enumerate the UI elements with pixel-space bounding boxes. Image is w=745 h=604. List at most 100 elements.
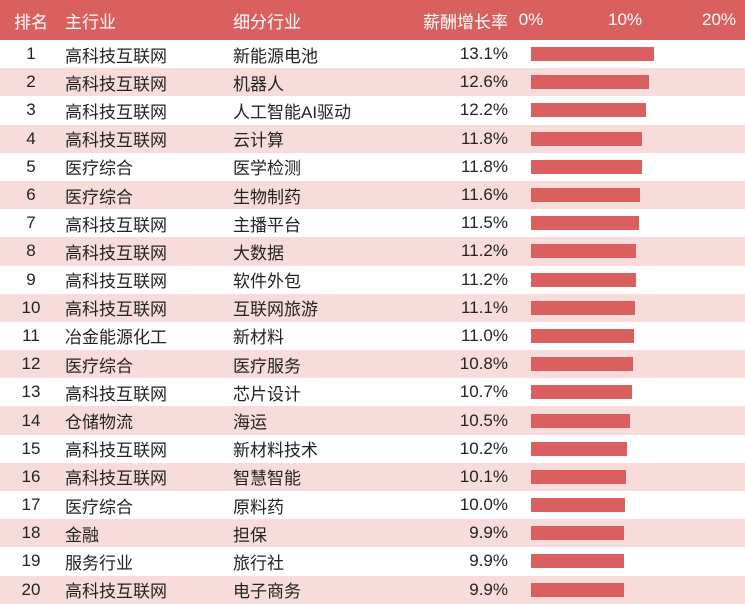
bar-track <box>531 413 745 428</box>
row-main-industry: 医疗综合 <box>65 497 133 517</box>
row-sub-industry: 机器人 <box>233 74 284 94</box>
bar-track <box>531 554 745 569</box>
bar-track <box>531 328 745 343</box>
row-chart-cell <box>508 294 745 322</box>
row-rank: 13 <box>21 382 41 402</box>
row-chart-cell <box>508 491 745 519</box>
row-rank: 11 <box>22 325 40 345</box>
header-growth-rate: 薪酬增长率 <box>423 12 508 32</box>
row-sub-industry: 原料药 <box>233 497 284 517</box>
growth-bar <box>531 357 633 372</box>
growth-bar <box>531 131 642 146</box>
table-row: 14 仓储物流 海运 10.5% <box>0 406 745 435</box>
row-main-industry: 高科技互联网 <box>65 74 167 94</box>
bar-track <box>531 103 745 118</box>
row-rank: 14 <box>21 410 41 430</box>
growth-bar <box>531 385 632 400</box>
table-header: 排名 主行业 细分行业 薪酬增长率 0% 10% 20% <box>0 0 745 40</box>
axis-tick-10: 10% <box>607 10 643 29</box>
row-main-industry: 医疗综合 <box>65 159 133 179</box>
row-growth-rate: 10.2% <box>459 438 508 458</box>
table-row: 2 高科技互联网 机器人 12.6% <box>0 68 745 97</box>
row-main-industry: 高科技互联网 <box>65 131 167 151</box>
growth-bar <box>531 188 641 203</box>
chart-axis: 0% 10% 20% <box>508 0 745 40</box>
row-chart-cell <box>508 40 745 68</box>
table-row: 4 高科技互联网 云计算 11.8% <box>0 124 745 153</box>
row-sub-industry: 智慧智能 <box>233 469 301 489</box>
row-main-industry: 高科技互联网 <box>65 46 167 66</box>
row-chart-cell <box>508 435 745 463</box>
table-row: 6 医疗综合 生物制药 11.6% <box>0 180 745 210</box>
row-chart-cell <box>508 125 745 153</box>
bar-track <box>531 526 745 541</box>
row-sub-industry: 生物制药 <box>233 187 301 207</box>
row-rank: 7 <box>26 213 36 233</box>
row-rank: 4 <box>26 128 36 148</box>
row-chart-cell <box>508 209 745 237</box>
bar-track <box>531 441 745 456</box>
row-growth-rate: 10.7% <box>459 382 508 402</box>
row-rank: 3 <box>26 100 36 120</box>
header-main-industry: 主行业 <box>65 12 116 32</box>
row-main-industry: 金融 <box>65 525 99 545</box>
row-rank: 2 <box>26 72 36 92</box>
table-row: 20 高科技互联网 电子商务 9.9% <box>0 575 745 604</box>
row-sub-industry: 人工智能AI驱动 <box>233 102 352 122</box>
table-row: 5 医疗综合 医学检测 11.8% <box>0 152 745 181</box>
row-growth-rate: 10.0% <box>459 495 508 515</box>
row-growth-rate: 12.6% <box>459 72 508 92</box>
row-main-industry: 高科技互联网 <box>65 215 167 235</box>
row-main-industry: 高科技互联网 <box>65 300 167 320</box>
row-growth-rate: 10.8% <box>459 354 508 374</box>
growth-bar <box>531 103 646 118</box>
row-growth-rate: 11.8% <box>461 128 508 148</box>
row-main-industry: 高科技互联网 <box>65 102 167 122</box>
bar-track <box>531 131 745 146</box>
row-main-industry: 服务行业 <box>65 553 133 573</box>
bar-track <box>531 159 745 174</box>
row-chart-cell <box>508 96 745 124</box>
row-rank: 5 <box>26 156 36 176</box>
row-main-industry: 高科技互联网 <box>65 243 167 263</box>
row-main-industry: 医疗综合 <box>65 356 133 376</box>
row-main-industry: 冶金能源化工 <box>65 328 167 348</box>
row-sub-industry: 云计算 <box>233 131 284 151</box>
row-growth-rate: 11.2% <box>461 269 508 289</box>
table-row: 7 高科技互联网 主播平台 11.5% <box>0 209 745 238</box>
bar-track <box>531 357 745 372</box>
row-growth-rate: 13.1% <box>459 44 508 64</box>
row-growth-rate: 9.9% <box>469 579 508 599</box>
row-growth-rate: 9.9% <box>469 523 508 543</box>
table-row: 11 冶金能源化工 新材料 11.0% <box>0 321 745 351</box>
growth-bar <box>531 469 626 484</box>
table-row: 9 高科技互联网 软件外包 11.2% <box>0 265 745 294</box>
row-chart-cell <box>508 153 745 181</box>
row-main-industry: 高科技互联网 <box>65 384 167 404</box>
axis-tick-20: 20% <box>701 10 737 29</box>
row-sub-industry: 大数据 <box>233 243 284 263</box>
row-growth-rate: 11.6% <box>461 185 508 205</box>
growth-bar <box>531 216 640 231</box>
header-sub-industry: 细分行业 <box>233 12 301 32</box>
row-growth-rate: 12.2% <box>459 100 508 120</box>
row-sub-industry: 医疗服务 <box>233 356 301 376</box>
table-row: 19 服务行业 旅行社 9.9% <box>0 547 745 576</box>
growth-bar <box>531 244 637 259</box>
row-main-industry: 仓储物流 <box>65 413 133 433</box>
bar-track <box>531 188 745 203</box>
row-rank: 12 <box>21 354 41 374</box>
growth-bar <box>531 554 625 569</box>
row-sub-industry: 软件外包 <box>233 272 301 292</box>
row-sub-industry: 互联网旅游 <box>233 300 318 320</box>
growth-bar <box>531 328 635 343</box>
row-chart-cell <box>508 181 745 209</box>
row-main-industry: 高科技互联网 <box>65 441 167 461</box>
bar-track <box>531 244 745 259</box>
row-growth-rate: 11.0% <box>461 325 508 345</box>
row-rank: 15 <box>21 438 41 458</box>
row-main-industry: 高科技互联网 <box>65 272 167 292</box>
row-rank: 17 <box>21 495 41 515</box>
row-chart-cell <box>508 350 745 378</box>
